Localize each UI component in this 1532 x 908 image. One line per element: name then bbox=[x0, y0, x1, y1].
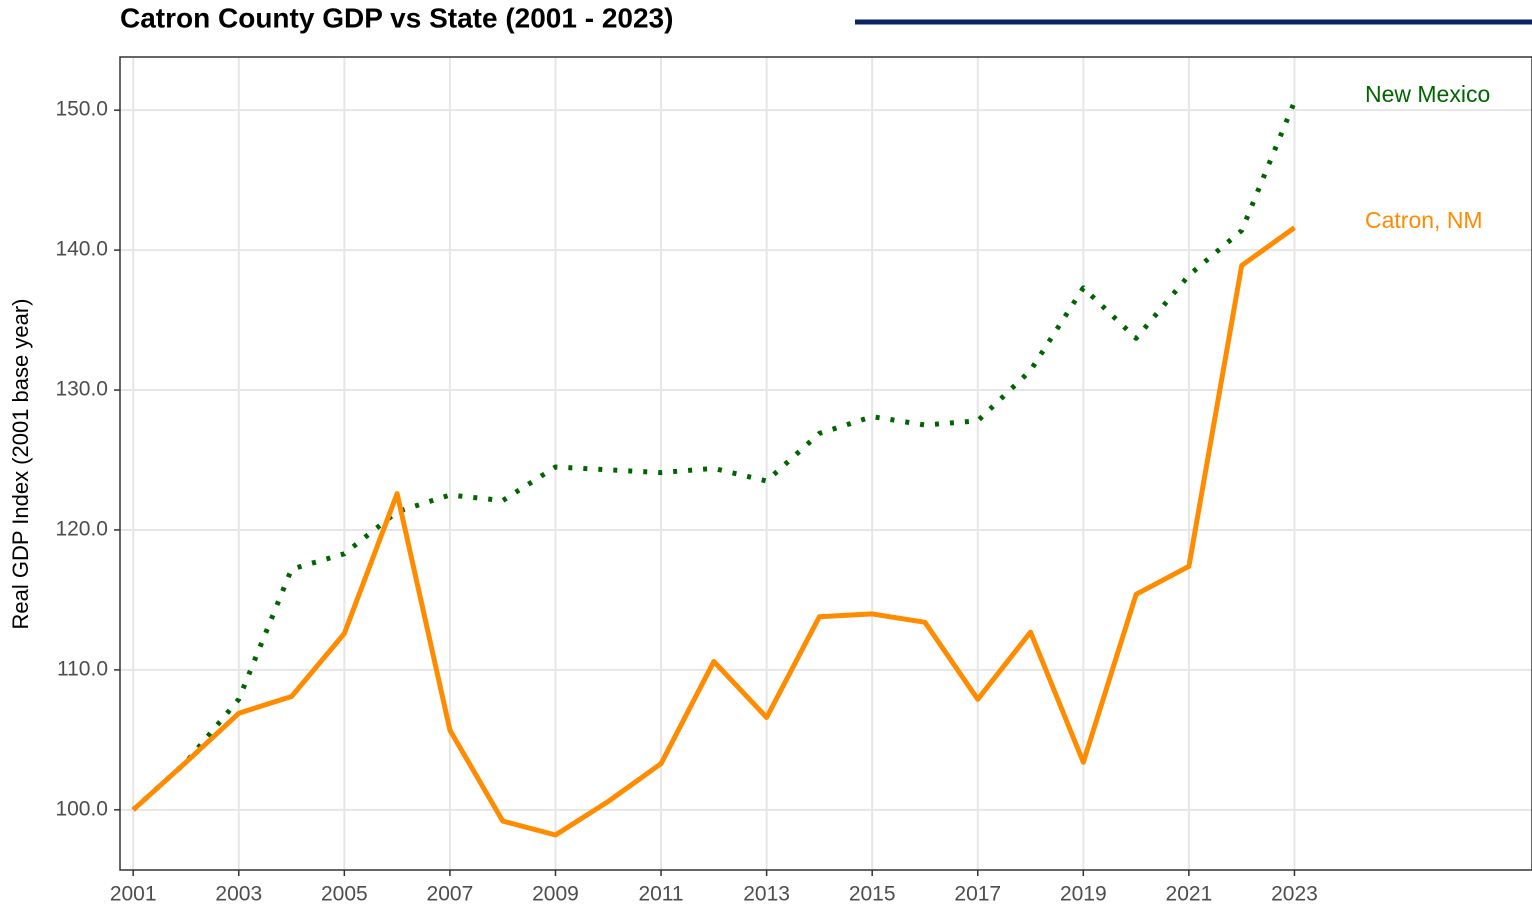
series-line bbox=[131, 100, 1297, 812]
series-label: New Mexico bbox=[1365, 81, 1490, 107]
y-tick-label: 100.0 bbox=[55, 797, 108, 820]
x-tick-label: 2023 bbox=[1271, 883, 1318, 906]
x-tick-label: 2021 bbox=[1166, 883, 1213, 906]
x-tick-label: 2009 bbox=[532, 883, 579, 906]
y-tick-label: 120.0 bbox=[55, 518, 108, 541]
x-tick-label: 2007 bbox=[427, 883, 474, 906]
y-tick-label: 110.0 bbox=[57, 657, 108, 680]
series-label: Catron, NM bbox=[1365, 207, 1483, 233]
chart-title: Catron County GDP vs State (2001 - 2023) bbox=[120, 2, 673, 33]
x-tick-label: 2005 bbox=[321, 883, 368, 906]
y-tick-label: 150.0 bbox=[55, 98, 108, 121]
y-tick-label: 140.0 bbox=[55, 238, 108, 261]
y-tick-label: 130.0 bbox=[55, 378, 108, 401]
plot-border bbox=[119, 56, 1532, 871]
y-axis-label: Real GDP Index (2001 base year) bbox=[8, 299, 33, 630]
x-tick-label: 2001 bbox=[110, 883, 157, 906]
x-tick-label: 2013 bbox=[743, 883, 790, 906]
x-tick-label: 2019 bbox=[1060, 883, 1107, 906]
series-line bbox=[131, 225, 1296, 838]
x-tick-label: 2003 bbox=[215, 883, 262, 906]
x-tick-label: 2015 bbox=[849, 883, 896, 906]
x-tick-label: 2017 bbox=[954, 883, 1001, 906]
x-tick-label: 2011 bbox=[638, 883, 683, 906]
